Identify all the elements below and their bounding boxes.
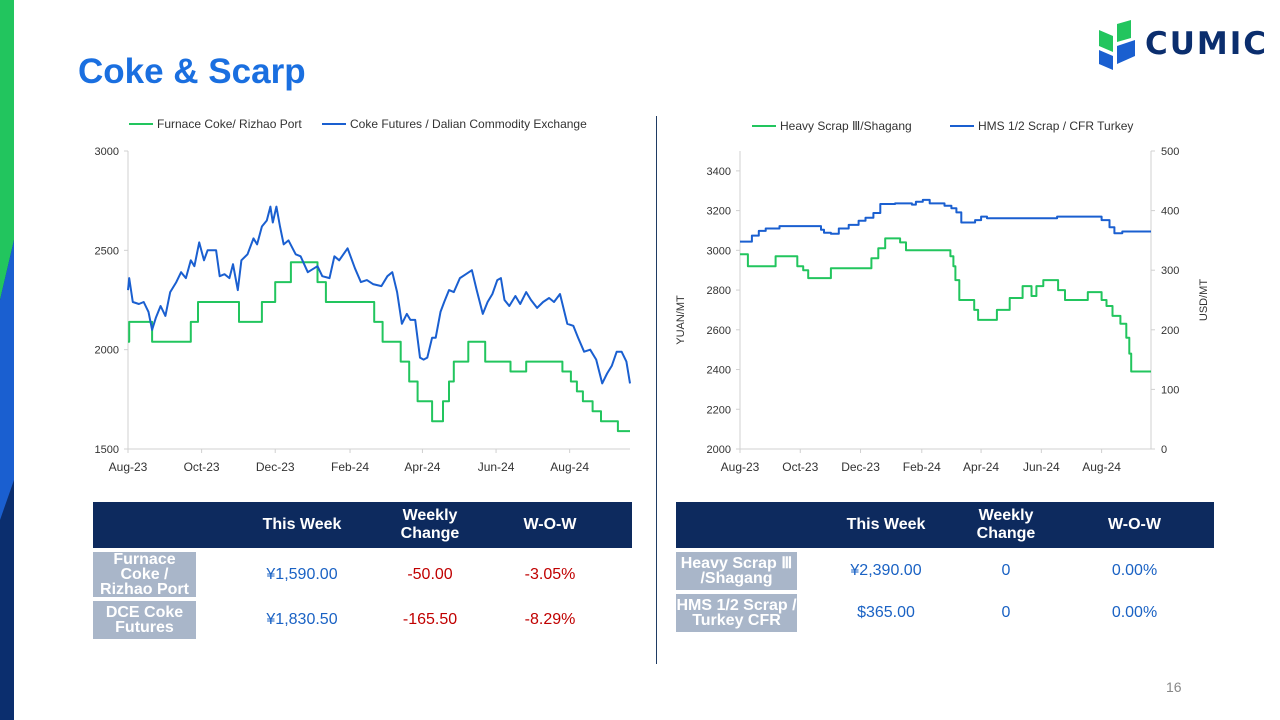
page-number: 16 xyxy=(1166,679,1182,695)
row-label: HMS 1/2 Scrap / Turkey CFR xyxy=(676,594,797,632)
weekly-change-value: 0 xyxy=(1001,562,1011,579)
slide-title: Coke & Scarp xyxy=(78,52,306,91)
x-tick-label: Apr-24 xyxy=(404,460,440,474)
x-tick-label: Aug-23 xyxy=(721,460,760,474)
table-header-blank xyxy=(676,502,815,548)
x-tick-label: Feb-24 xyxy=(903,460,941,474)
wow-value: 0.00% xyxy=(1111,604,1158,621)
x-tick-label: Oct-23 xyxy=(782,460,818,474)
table-header-this-week: This Week xyxy=(815,502,957,548)
y-tick-label: 3000 xyxy=(707,245,731,257)
wow-value: -3.05% xyxy=(524,565,576,583)
row-label: Furnace Coke / Rizhao Port xyxy=(93,552,196,598)
scrap-price-chart: 2000 2200 2400 2600 2800 3000 3200 3400 0 100 200 3… xyxy=(675,119,1210,474)
left-accent-bar xyxy=(0,0,14,720)
row-spacer xyxy=(797,594,815,632)
legend-label: Furnace Coke/ Rizhao Port xyxy=(157,117,302,131)
y2-tick-label: 200 xyxy=(1161,325,1179,337)
this-week-value: ¥1,590.00 xyxy=(266,565,338,583)
table-row: Furnace Coke / Rizhao Port ¥1,590.00 -50… xyxy=(93,552,632,598)
wow-value: -8.29% xyxy=(524,611,576,628)
table-header-row: This Week Weekly Change W-O-W xyxy=(93,502,632,548)
series-line-2 xyxy=(127,205,631,385)
y-tick-label: 1500 xyxy=(95,444,119,456)
coke-metrics-table: This Week Weekly Change W-O-W Furnace Co… xyxy=(93,498,632,643)
y-tick-label: 2000 xyxy=(95,345,119,357)
table-header-wow: W-O-W xyxy=(468,502,632,548)
row-spacer xyxy=(797,552,815,590)
y2-tick-label: 400 xyxy=(1161,206,1179,218)
y-tick-label: 3200 xyxy=(707,206,731,218)
table-row: DCE Coke Futures ¥1,830.50 -165.50 -8.29… xyxy=(93,601,632,639)
y2-axis-label: USD/MT xyxy=(1198,279,1210,321)
y-tick-label: 2500 xyxy=(95,245,119,257)
y-tick-label: 3400 xyxy=(707,166,731,178)
row-label: DCE Coke Futures xyxy=(93,601,196,639)
table-header-wow: W-O-W xyxy=(1055,502,1214,548)
x-tick-label: Jun-24 xyxy=(478,460,515,474)
y2-tick-label: 0 xyxy=(1161,444,1167,456)
x-tick-label: Dec-23 xyxy=(256,460,295,474)
y-tick-label: 2200 xyxy=(707,404,731,416)
x-tick-label: Aug-24 xyxy=(550,460,589,474)
this-week-value: $365.00 xyxy=(857,604,915,621)
x-tick-label: Aug-24 xyxy=(1082,460,1121,474)
row-spacer xyxy=(196,552,212,597)
wow-value: 0.00% xyxy=(1111,562,1158,579)
company-logo: CUMIC xyxy=(1095,20,1266,72)
this-week-value: ¥1,830.50 xyxy=(266,611,338,628)
y-tick-label: 2400 xyxy=(707,365,731,377)
x-tick-label: Dec-23 xyxy=(841,460,880,474)
row-label: Heavy Scrap Ⅲ /Shagang xyxy=(676,552,797,590)
table-row: HMS 1/2 Scrap / Turkey CFR $365.00 0 0.0… xyxy=(676,594,1214,632)
x-tick-label: Feb-24 xyxy=(331,460,369,474)
y-axis-label: YUAN/MT xyxy=(675,295,687,345)
series-line-2 xyxy=(740,198,1151,243)
series-line-1 xyxy=(128,261,630,433)
logo-text: CUMIC xyxy=(1145,26,1269,62)
weekly-change-value: -165.50 xyxy=(402,611,458,628)
x-tick-label: Apr-24 xyxy=(963,460,999,474)
y-tick-label: 2600 xyxy=(707,325,731,337)
logo-mark-icon xyxy=(1099,20,1135,70)
series-line-1 xyxy=(740,237,1151,373)
weekly-change-value: -50.00 xyxy=(407,565,453,583)
section-divider xyxy=(656,116,657,664)
table-header-weekly-change: Weekly Change xyxy=(957,502,1055,548)
table-row: Heavy Scrap Ⅲ /Shagang ¥2,390.00 0 0.00% xyxy=(676,552,1214,590)
table-header-this-week: This Week xyxy=(212,502,392,548)
weekly-change-value: 0 xyxy=(1001,604,1011,621)
x-tick-label: Oct-23 xyxy=(184,460,220,474)
y2-tick-label: 300 xyxy=(1161,265,1179,277)
legend-label: Coke Futures / Dalian Commodity Exchange xyxy=(350,117,587,131)
y-tick-label: 2000 xyxy=(707,444,731,456)
y2-tick-label: 500 xyxy=(1161,146,1179,158)
x-tick-label: Jun-24 xyxy=(1023,460,1060,474)
legend-label: HMS 1/2 Scrap / CFR Turkey xyxy=(978,119,1133,133)
x-tick-label: Aug-23 xyxy=(109,460,148,474)
scrap-metrics-table: This Week Weekly Change W-O-W Heavy Scra… xyxy=(676,498,1214,636)
row-spacer xyxy=(196,601,212,639)
table-header-row: This Week Weekly Change W-O-W xyxy=(676,502,1214,548)
this-week-value: ¥2,390.00 xyxy=(850,562,922,579)
table-header-weekly-change: Weekly Change xyxy=(392,502,468,548)
legend-label: Heavy Scrap Ⅲ/Shagang xyxy=(780,119,912,133)
coke-price-chart: 1500 2000 2500 3000 Aug-23 Oct-23 Dec-23 Feb-24… xyxy=(95,117,631,474)
y2-tick-label: 100 xyxy=(1161,384,1179,396)
y-tick-label: 3000 xyxy=(95,146,119,158)
table-header-blank xyxy=(93,502,212,548)
y-tick-label: 2800 xyxy=(707,285,731,297)
